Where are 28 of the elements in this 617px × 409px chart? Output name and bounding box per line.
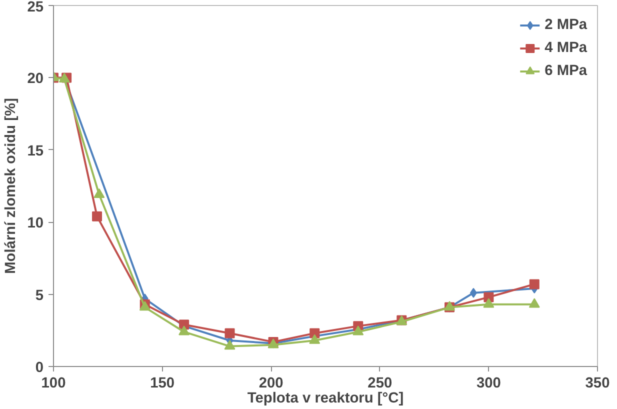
y-tick-label: 15 xyxy=(27,143,44,160)
point xyxy=(94,188,105,198)
point xyxy=(92,211,102,222)
point xyxy=(178,326,190,336)
y-tick-label: 25 xyxy=(27,0,44,16)
point xyxy=(224,340,236,350)
y-tick-label: 5 xyxy=(35,288,44,304)
point xyxy=(528,298,540,308)
y-axis-title: Molární zlomek oxidu [%] xyxy=(3,98,20,274)
legend-label: 2 MPa xyxy=(544,17,587,33)
x-tick-label: 200 xyxy=(258,376,284,392)
point xyxy=(470,288,477,298)
x-axis-title: Teplota v reaktoru [°C] xyxy=(247,390,404,406)
point xyxy=(483,298,494,308)
y-tick-label: 20 xyxy=(27,71,44,88)
legend-label: 6 MPa xyxy=(544,63,587,79)
legend-label: 4 MPa xyxy=(544,40,587,56)
point xyxy=(224,328,235,338)
x-tick-label: 250 xyxy=(368,376,392,392)
point xyxy=(529,279,540,290)
x-tick-label: 350 xyxy=(585,376,610,392)
y-tick-label: 10 xyxy=(27,216,44,232)
point xyxy=(352,326,364,336)
x-tick-label: 100 xyxy=(41,376,66,392)
y-tick-label: 0 xyxy=(35,360,44,376)
x-tick-label: 300 xyxy=(476,376,501,392)
point xyxy=(309,334,320,344)
x-tick-label: 150 xyxy=(150,376,175,392)
